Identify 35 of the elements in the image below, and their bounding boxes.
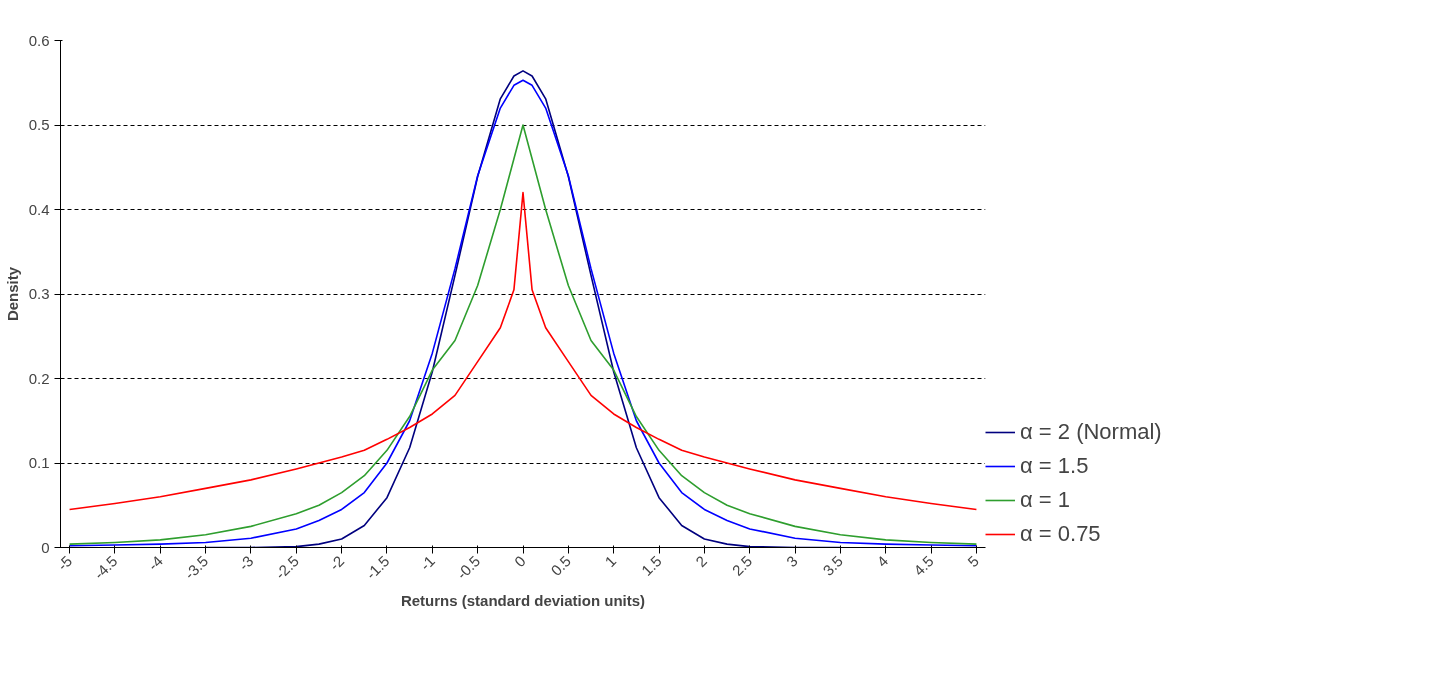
x-tick-label: 3 — [782, 552, 801, 571]
y-tick-label: 0.3 — [28, 285, 50, 302]
legend-label: α = 1.5 — [1020, 453, 1089, 479]
x-axis-title: Returns (standard deviation units) — [400, 591, 646, 609]
x-tick-label: -5 — [53, 552, 76, 574]
x-tick-label: -4.5 — [90, 552, 121, 583]
x-tick-label: 1 — [601, 552, 620, 571]
x-tick-label: 3.5 — [819, 552, 847, 579]
x-tick-label: -0.5 — [453, 552, 484, 583]
x-tick-label: -3.5 — [180, 552, 212, 583]
y-tick-label: 0.1 — [28, 454, 50, 471]
x-tick-label: 2.5 — [728, 552, 756, 579]
x-tick-label: -2 — [325, 552, 348, 574]
y-tick-label: 0.6 — [28, 31, 50, 49]
y-tick-label: 0.5 — [28, 116, 50, 133]
x-tick-label: 1.5 — [637, 552, 665, 579]
line-series — [68, 191, 978, 511]
legend-label: α = 0.75 — [1020, 521, 1101, 547]
x-tick-label: 5 — [964, 552, 983, 571]
x-tick-label: -2.5 — [271, 552, 302, 583]
y-axis-title: Density — [3, 266, 21, 322]
legend-label: α = 1 — [1020, 487, 1071, 513]
x-tick-label: -3 — [235, 552, 257, 574]
y-tick-label: 0.4 — [28, 200, 50, 218]
x-tick-label: 4 — [873, 552, 892, 571]
x-tick-label: -1.5 — [362, 552, 393, 583]
x-tick-label: 0.5 — [547, 552, 575, 579]
x-tick-label: 4.5 — [909, 552, 937, 579]
legend-label: α = 2 (Normal) — [1020, 419, 1162, 445]
x-tick-label: -4 — [144, 552, 166, 574]
x-tick-label: 2 — [692, 552, 711, 571]
x-tick-label: -1 — [416, 552, 438, 574]
x-tick-label: 0 — [510, 552, 529, 571]
y-tick-label: 0 — [41, 538, 50, 556]
y-tick-label: 0.2 — [28, 369, 50, 387]
